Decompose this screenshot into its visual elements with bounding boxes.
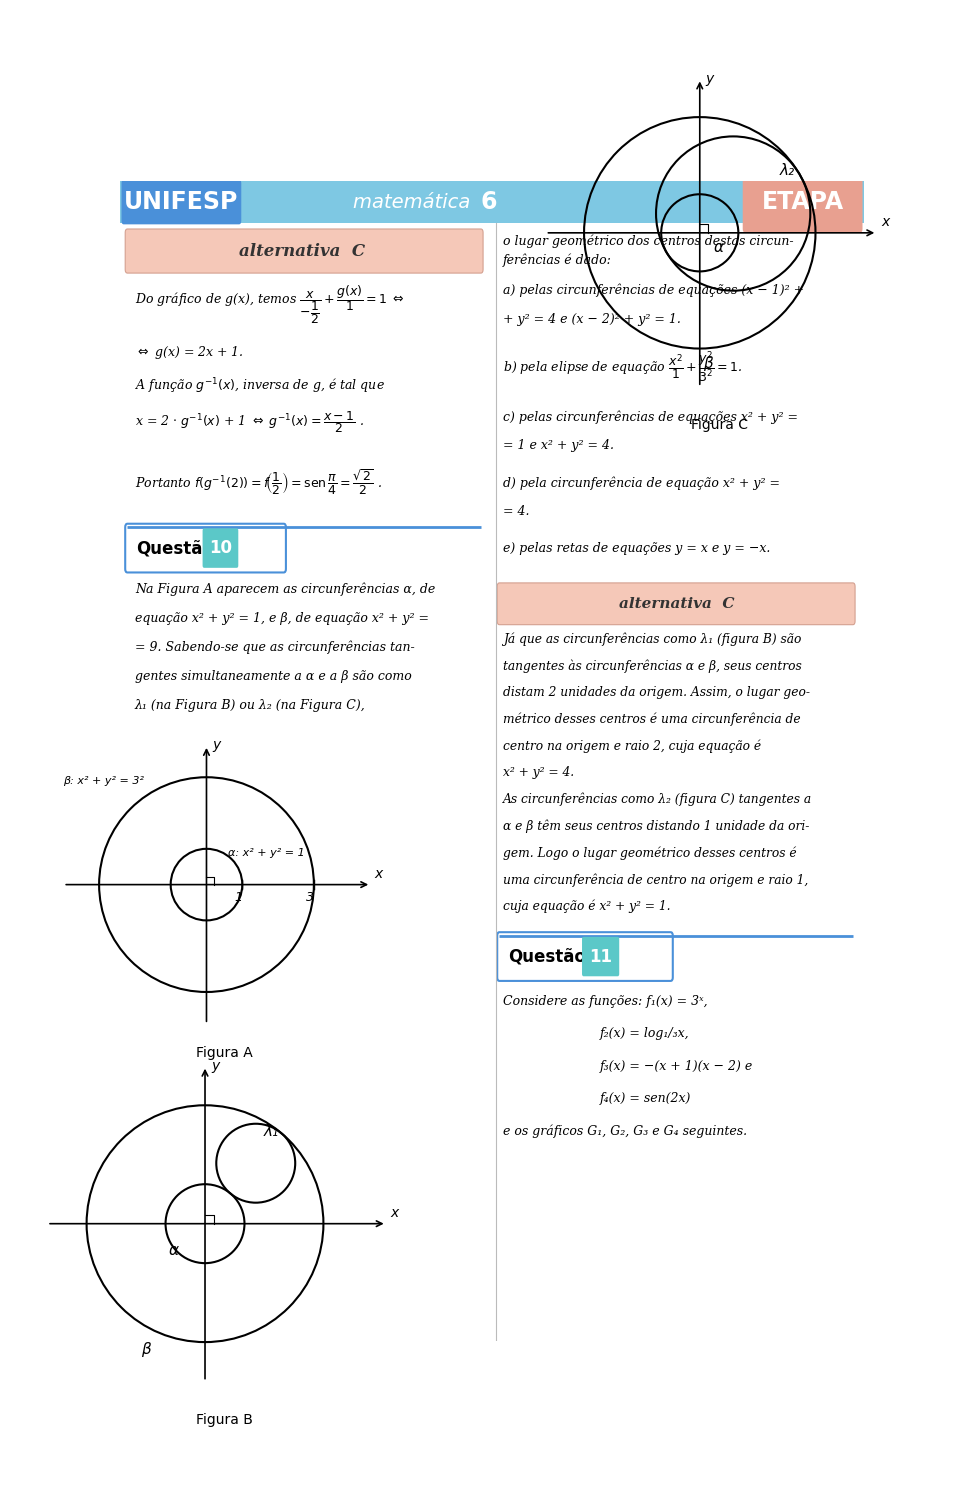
FancyBboxPatch shape [122,179,241,225]
FancyBboxPatch shape [582,937,619,977]
Text: alternativa  C: alternativa C [619,597,734,610]
Text: ETAPA: ETAPA [762,190,844,214]
FancyBboxPatch shape [203,529,238,568]
Text: = 1 e x² + y² = 4.: = 1 e x² + y² = 4. [503,439,614,452]
Text: β: β [141,1341,151,1356]
Text: α: x² + y² = 1: α: x² + y² = 1 [228,848,304,857]
Text: Figura B: Figura B [196,1414,253,1427]
Text: f₄(x) = sen(2x): f₄(x) = sen(2x) [600,1093,691,1105]
Text: 6: 6 [481,190,497,214]
Text: x² + y² = 4.: x² + y² = 4. [503,766,574,779]
Text: distam 2 unidades da origem. Assim, o lugar geo-: distam 2 unidades da origem. Assim, o lu… [503,686,810,699]
Text: Do gráfico de g(x), temos $\dfrac{x}{-\dfrac{1}{2}}+\dfrac{g(x)}{1}=1\;\Leftrigh: Do gráfico de g(x), temos $\dfrac{x}{-\d… [134,283,404,327]
Text: x: x [391,1206,398,1219]
FancyBboxPatch shape [497,933,673,981]
FancyBboxPatch shape [497,583,855,625]
Text: métrico desses centros é uma circunferência de: métrico desses centros é uma circunferên… [503,713,801,726]
Text: Na Figura A aparecem as circunferências α, de: Na Figura A aparecem as circunferências … [134,583,435,597]
Text: 1: 1 [234,891,243,904]
Text: α: α [168,1243,179,1258]
Text: Já que as circunferências como λ₁ (figura B) são: Já que as circunferências como λ₁ (figur… [503,633,802,647]
Text: y: y [706,71,714,86]
Text: $\Leftrightarrow$ g(x) = 2x + 1.: $\Leftrightarrow$ g(x) = 2x + 1. [134,344,244,360]
Text: β: x² + y² = 3²: β: x² + y² = 3² [63,776,144,787]
Text: Portanto $f(g^{-1}(2))=f\!\left(\dfrac{1}{2}\right)=\mathrm{sen}\,\dfrac{\pi}{4}: Portanto $f(g^{-1}(2))=f\!\left(\dfrac{1… [134,467,382,496]
Text: A função $g^{-1}(x)$, inversa de g, é tal que: A função $g^{-1}(x)$, inversa de g, é ta… [134,377,385,396]
Text: + y² = 4 e (x − 2)² + y² = 1.: + y² = 4 e (x − 2)² + y² = 1. [503,312,681,326]
Text: = 9. Sabendo-se que as circunferências tan-: = 9. Sabendo-se que as circunferências t… [134,640,415,654]
Text: λ₂: λ₂ [780,163,795,178]
Text: x: x [374,867,383,882]
Text: λ₁ (na Figura B) ou λ₂ (na Figura C),: λ₁ (na Figura B) ou λ₂ (na Figura C), [134,699,366,711]
Text: equação x² + y² = 1, e β, de equação x² + y² =: equação x² + y² = 1, e β, de equação x² … [134,612,429,625]
Text: Figura A: Figura A [196,1046,252,1059]
Text: gem. Logo o lugar geométrico desses centros é: gem. Logo o lugar geométrico desses cent… [503,847,797,860]
Text: y: y [212,738,220,752]
Text: Questão: Questão [136,540,214,558]
Text: y: y [211,1059,219,1073]
Text: a) pelas circunferências de equações (x − 1)² +: a) pelas circunferências de equações (x … [503,283,804,297]
Text: UNIFESP: UNIFESP [124,190,238,214]
Text: Considere as funções: f₁(x) = 3ˣ,: Considere as funções: f₁(x) = 3ˣ, [503,995,708,1008]
Text: tangentes às circunferências α e β, seus centros: tangentes às circunferências α e β, seus… [503,660,802,674]
Text: = 4.: = 4. [503,505,530,518]
Text: o lugar geométrico dos centros destas circun-
ferências é dado:: o lugar geométrico dos centros destas ci… [503,235,794,267]
Text: β: β [703,356,712,371]
Text: α: α [714,240,724,255]
Text: λ₁: λ₁ [264,1124,278,1139]
Text: gentes simultaneamente a α e a β são como: gentes simultaneamente a α e a β são com… [134,671,412,683]
Text: e) pelas retas de equações y = x e y = −x.: e) pelas retas de equações y = x e y = −… [503,543,771,555]
FancyBboxPatch shape [125,524,286,573]
Text: e os gráficos G₁, G₂, G₃ e G₄ seguintes.: e os gráficos G₁, G₂, G₃ e G₄ seguintes. [503,1124,747,1138]
Text: uma circunferência de centro na origem e raio 1,: uma circunferência de centro na origem e… [503,873,808,886]
Text: centro na origem e raio 2, cuja equação é: centro na origem e raio 2, cuja equação … [503,740,761,754]
FancyBboxPatch shape [125,229,483,273]
Text: 11: 11 [589,948,612,966]
Text: alternativa  C: alternativa C [239,243,366,259]
Text: f₂(x) = log₁/₃x,: f₂(x) = log₁/₃x, [600,1028,689,1040]
Text: α e β têm seus centros distando 1 unidade da ori-: α e β têm seus centros distando 1 unidad… [503,820,809,833]
Text: 10: 10 [209,540,232,558]
FancyBboxPatch shape [743,178,862,232]
Text: f₃(x) = −(x + 1)(x − 2) e: f₃(x) = −(x + 1)(x − 2) e [600,1059,754,1073]
Text: matemática: matemática [353,193,477,211]
Text: x = 2 $\cdot$ $g^{-1}(x)$ + 1 $\Leftrightarrow$ $g^{-1}(x)=\dfrac{x-1}{2}$ .: x = 2 $\cdot$ $g^{-1}(x)$ + 1 $\Leftrigh… [134,408,364,434]
Text: cuja equação é x² + y² = 1.: cuja equação é x² + y² = 1. [503,900,671,913]
Bar [120,181,864,223]
Text: 3: 3 [306,891,314,904]
Text: x: x [881,216,889,229]
Text: c) pelas circunferências de equações x² + y² =: c) pelas circunferências de equações x² … [503,410,798,423]
Text: Figura C: Figura C [690,417,748,433]
Text: Questão: Questão [509,948,587,966]
Text: d) pela circunferência de equação x² + y² =: d) pela circunferência de equação x² + y… [503,476,780,490]
Text: b) pela elipse de equação $\dfrac{x^2}{1}+\dfrac{y^2}{3^2}=1$.: b) pela elipse de equação $\dfrac{x^2}{1… [503,350,743,384]
Text: As circunferências como λ₂ (figura C) tangentes a: As circunferências como λ₂ (figura C) ta… [503,793,812,806]
